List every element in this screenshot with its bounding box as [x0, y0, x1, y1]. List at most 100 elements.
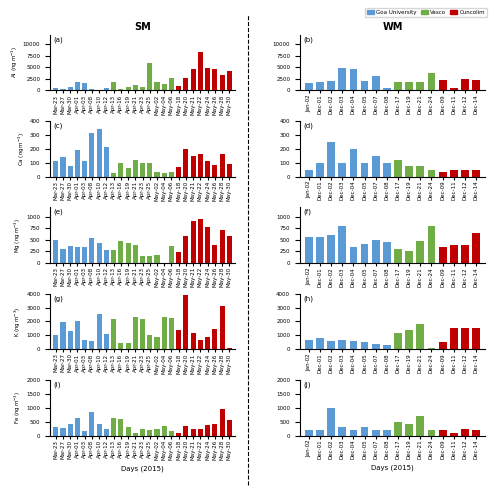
Bar — [154, 338, 160, 349]
Bar — [383, 242, 391, 263]
Bar — [104, 334, 109, 349]
Bar — [316, 338, 324, 349]
Bar — [148, 430, 152, 436]
Bar — [428, 430, 436, 436]
Bar — [327, 341, 335, 349]
Bar — [450, 170, 458, 177]
Bar — [90, 238, 94, 263]
Bar — [416, 241, 424, 263]
Bar — [111, 83, 116, 90]
Bar — [305, 83, 312, 90]
Bar — [169, 172, 174, 177]
Bar — [133, 246, 138, 263]
Bar — [205, 338, 210, 349]
Bar — [227, 348, 232, 349]
Bar — [176, 330, 181, 349]
Bar — [472, 170, 480, 177]
Bar — [416, 83, 424, 90]
Bar — [118, 343, 124, 349]
Bar — [383, 345, 391, 349]
Bar — [360, 245, 368, 263]
Bar — [406, 424, 413, 436]
Bar — [190, 333, 196, 349]
Bar — [198, 429, 203, 436]
Bar — [126, 427, 130, 436]
Text: (j): (j) — [304, 382, 311, 388]
Bar — [198, 219, 203, 263]
Bar — [338, 163, 346, 177]
Bar — [205, 161, 210, 177]
Bar — [220, 153, 224, 177]
Text: (h): (h) — [304, 295, 314, 302]
Bar — [316, 82, 324, 90]
Bar — [60, 322, 66, 349]
Bar — [190, 69, 196, 90]
Bar — [162, 173, 167, 177]
Bar — [360, 343, 368, 349]
Bar — [383, 89, 391, 90]
Bar — [162, 84, 167, 90]
Bar — [169, 246, 174, 263]
Bar — [428, 170, 436, 177]
Bar — [96, 424, 102, 436]
Bar — [227, 71, 232, 90]
Bar — [406, 82, 413, 90]
Bar — [118, 163, 124, 177]
Bar — [406, 330, 413, 349]
Bar — [198, 52, 203, 90]
Bar — [96, 129, 102, 177]
Bar — [162, 426, 167, 436]
Bar — [126, 87, 130, 90]
Bar — [360, 81, 368, 90]
Bar — [75, 150, 80, 177]
Bar — [394, 82, 402, 90]
Y-axis label: Fe ($\rm ng\,m^{-3}$): Fe ($\rm ng\,m^{-3}$) — [13, 391, 24, 424]
Bar — [68, 246, 73, 263]
Bar — [394, 333, 402, 349]
Bar — [154, 83, 160, 90]
Bar — [438, 247, 446, 263]
Bar — [154, 255, 160, 263]
Bar — [184, 78, 188, 90]
Bar — [205, 227, 210, 263]
Text: (i): (i) — [54, 382, 61, 388]
Title: SM: SM — [134, 22, 151, 33]
Bar — [68, 87, 73, 90]
Title: WM: WM — [382, 22, 402, 33]
Bar — [198, 154, 203, 177]
Bar — [82, 161, 87, 177]
Bar — [416, 416, 424, 436]
Bar — [148, 163, 152, 177]
Bar — [68, 331, 73, 349]
Bar — [140, 429, 145, 436]
Bar — [68, 424, 73, 436]
Bar — [169, 318, 174, 349]
Bar — [383, 430, 391, 436]
Bar — [133, 433, 138, 436]
Bar — [372, 240, 380, 263]
Bar — [327, 408, 335, 436]
Text: (f): (f) — [304, 209, 312, 215]
Bar — [68, 166, 73, 177]
Bar — [438, 80, 446, 90]
Bar — [350, 430, 358, 436]
Bar — [360, 427, 368, 436]
Bar — [305, 340, 312, 349]
Bar — [220, 75, 224, 90]
Bar — [305, 170, 312, 177]
Bar — [184, 236, 188, 263]
Bar — [176, 433, 181, 436]
Bar — [406, 165, 413, 177]
Bar — [406, 251, 413, 263]
Bar — [450, 433, 458, 436]
Bar — [176, 86, 181, 90]
Bar — [90, 134, 94, 177]
Bar — [461, 429, 469, 436]
Bar — [111, 319, 116, 349]
Bar — [372, 344, 380, 349]
Bar — [54, 88, 59, 90]
Bar — [220, 306, 224, 349]
X-axis label: Days (2015): Days (2015) — [371, 465, 414, 471]
Bar — [148, 255, 152, 263]
Bar — [104, 250, 109, 263]
